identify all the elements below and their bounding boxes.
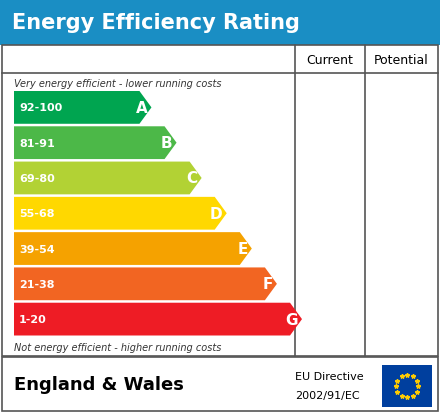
Text: 92-100: 92-100 xyxy=(19,103,62,113)
Text: 1-20: 1-20 xyxy=(19,314,47,324)
Bar xyxy=(2,46,438,356)
Text: 39-54: 39-54 xyxy=(19,244,55,254)
Text: 55-68: 55-68 xyxy=(19,209,55,219)
Text: B: B xyxy=(161,136,172,151)
Text: England & Wales: England & Wales xyxy=(14,375,184,394)
Text: G: G xyxy=(286,312,298,327)
Text: 81-91: 81-91 xyxy=(19,138,55,148)
Bar xyxy=(2,357,438,411)
Polygon shape xyxy=(14,233,252,265)
Text: F: F xyxy=(263,277,273,292)
Text: 2002/91/EC: 2002/91/EC xyxy=(295,390,359,400)
Polygon shape xyxy=(14,92,151,124)
Text: Current: Current xyxy=(307,53,353,66)
Bar xyxy=(0,356,440,413)
Text: Potential: Potential xyxy=(374,53,429,66)
Bar xyxy=(0,0,440,46)
Polygon shape xyxy=(14,268,277,301)
Text: D: D xyxy=(210,206,223,221)
Polygon shape xyxy=(14,303,302,336)
Text: E: E xyxy=(238,242,248,256)
Polygon shape xyxy=(14,127,176,160)
Polygon shape xyxy=(14,197,227,230)
Text: 69-80: 69-80 xyxy=(19,173,55,183)
Text: Not energy efficient - higher running costs: Not energy efficient - higher running co… xyxy=(14,342,221,352)
Text: Very energy efficient - lower running costs: Very energy efficient - lower running co… xyxy=(14,79,221,89)
Bar xyxy=(382,365,432,407)
Text: A: A xyxy=(136,101,147,116)
Text: 21-38: 21-38 xyxy=(19,279,55,289)
Text: EU Directive: EU Directive xyxy=(295,371,363,381)
Text: Energy Efficiency Rating: Energy Efficiency Rating xyxy=(12,13,300,33)
Polygon shape xyxy=(14,162,202,195)
Text: C: C xyxy=(187,171,198,186)
